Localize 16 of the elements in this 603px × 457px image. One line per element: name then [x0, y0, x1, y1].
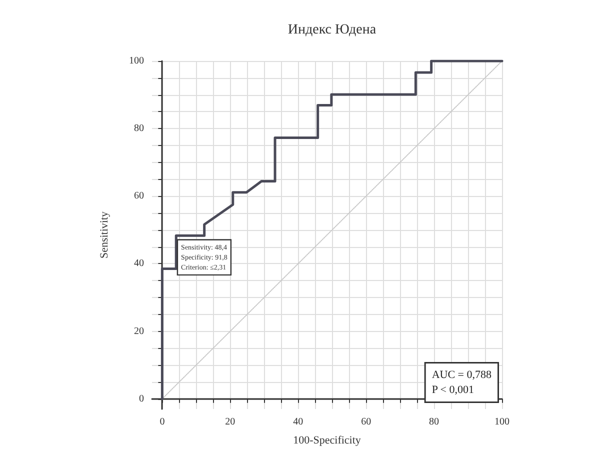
- x-tick-label: 0: [160, 416, 165, 428]
- y-tick-label: 40: [134, 258, 144, 270]
- x-axis-title: 100-Specificity: [293, 434, 362, 446]
- y-tick-label: 60: [134, 190, 144, 202]
- x-tick-label: 100: [494, 416, 510, 428]
- x-tick-label: 60: [361, 416, 372, 428]
- y-tick-label: 100: [129, 56, 144, 66]
- x-tick-label: 40: [293, 416, 304, 428]
- chart-title: Индекс Юдена: [288, 22, 377, 38]
- y-tick-label: 0: [139, 393, 144, 404]
- y-axis-title: Sensitivity: [98, 210, 110, 259]
- annotation: AUC = 0,788 P < 0,001: [432, 369, 492, 396]
- y-tick-label: 20: [134, 326, 144, 337]
- y-tick-label: 80: [134, 123, 144, 134]
- x-tick-label: 20: [225, 416, 236, 428]
- x-tick-label: 80: [429, 416, 440, 428]
